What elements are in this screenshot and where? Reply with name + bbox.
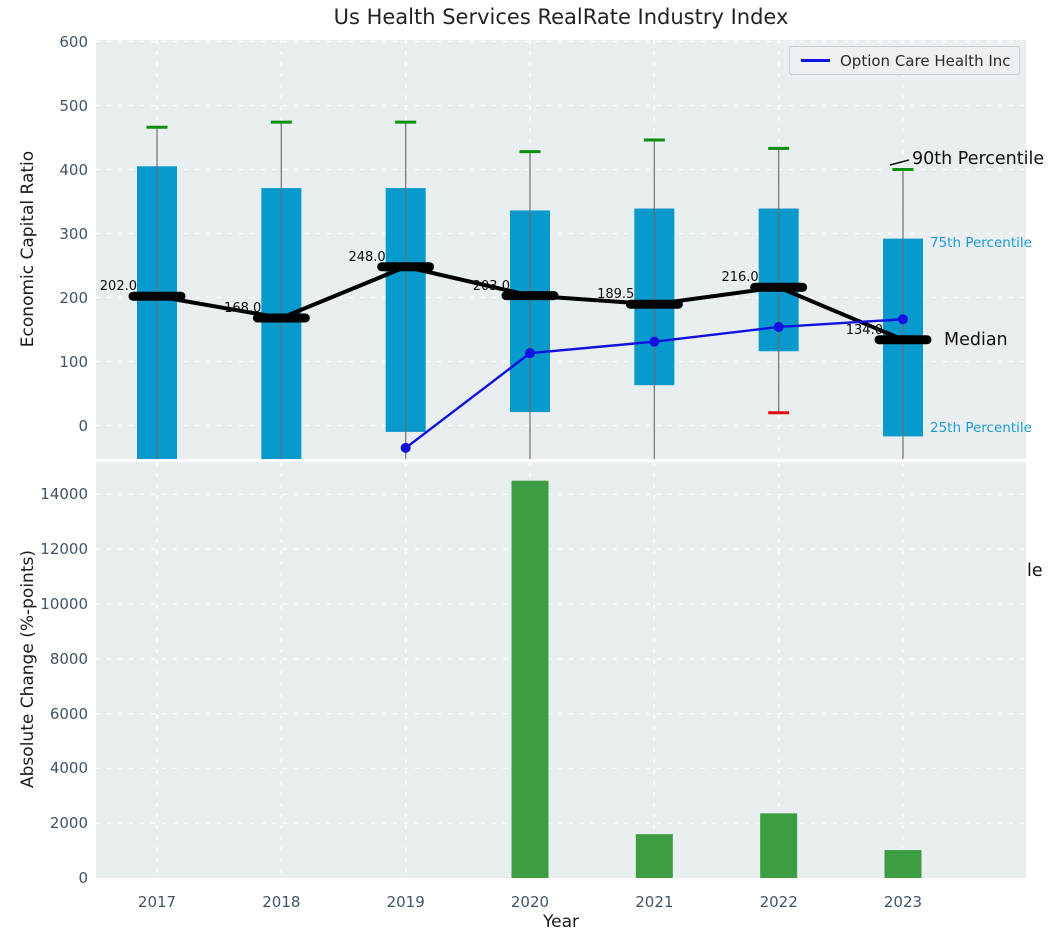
company-point (400, 442, 411, 453)
bottom-y-tick-4000: 4000 (49, 759, 88, 778)
top-y-tick-0: 0 (78, 416, 88, 435)
top-axes-background (96, 40, 1026, 459)
bottom-y-tick-6000: 6000 (49, 704, 88, 723)
company-point (897, 314, 908, 325)
bottom-y-tick-8000: 8000 (49, 649, 88, 668)
median-value-label-2023: 134.0 (845, 322, 883, 338)
median-value-label-2020: 203.0 (472, 278, 510, 294)
x-tick-2020: 2020 (510, 893, 550, 911)
median-marker-2022 (750, 282, 808, 292)
x-tick-2022: 2022 (759, 893, 798, 911)
annotation-25th-percentile: 25th Percentile (930, 420, 1032, 436)
bottom-y-tick-0: 0 (78, 869, 88, 887)
annotation-clipped-fragment: le (1027, 561, 1043, 581)
annotation-75th-percentile: 75th Percentile (930, 235, 1032, 251)
company-point (773, 321, 784, 332)
legend-line-swatch (801, 59, 830, 62)
median-value-label-2019: 248.0 (348, 249, 386, 265)
x-tick-2023: 2023 (883, 893, 923, 911)
median-value-label-2018: 168.0 (224, 300, 262, 316)
median-marker-2019 (377, 262, 435, 272)
annotation-median: Median (944, 330, 1008, 350)
median-marker-2018 (252, 313, 310, 323)
x-axis-label: Year (543, 912, 579, 932)
bottom-y-tick-14000: 14000 (40, 485, 88, 504)
legend-label: Option Care Health Inc (840, 51, 1011, 70)
bottom-axes-background (96, 462, 1026, 878)
bar-2020 (511, 480, 549, 878)
x-tick-2021: 2021 (635, 893, 674, 911)
x-tick-2017: 2017 (137, 893, 177, 911)
bar-2022 (760, 813, 798, 878)
chart-title: Us Health Services RealRate Industry Ind… (333, 5, 789, 29)
top-y-tick-400: 400 (59, 160, 88, 179)
bar-2023 (884, 850, 922, 878)
bottom-y-tick-12000: 12000 (40, 540, 88, 559)
median-marker-2023 (874, 335, 932, 345)
bar-2021 (635, 834, 673, 878)
top-y-tick-100: 100 (59, 352, 88, 371)
median-value-label-2021: 189.5 (597, 287, 635, 303)
median-value-label-2022: 216.0 (721, 270, 759, 286)
top-y-tick-500: 500 (59, 96, 88, 115)
company-point (649, 336, 660, 347)
annotation-90th-percentile: 90th Percentile (912, 149, 1045, 169)
top-y-tick-200: 200 (59, 288, 88, 307)
median-marker-2017 (128, 291, 186, 301)
x-tick-2018: 2018 (262, 893, 301, 911)
median-marker-2020 (501, 291, 559, 301)
bottom-y-tick-2000: 2000 (49, 814, 88, 833)
annotation-leader-line (889, 159, 910, 166)
bottom-y-tick-10000: 10000 (40, 595, 88, 613)
top-y-tick-600: 600 (59, 32, 88, 51)
median-marker-2021 (625, 299, 683, 309)
median-value-label-2017: 202.0 (99, 279, 137, 295)
company-point (524, 348, 535, 359)
legend: Option Care Health Inc (789, 46, 1020, 75)
x-tick-2019: 2019 (386, 893, 425, 911)
top-y-tick-300: 300 (59, 224, 88, 243)
